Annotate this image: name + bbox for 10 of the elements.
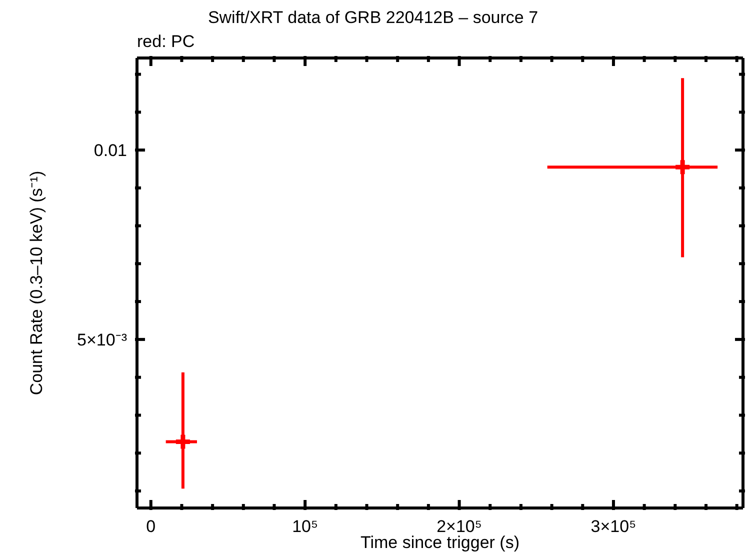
x-tick-label: 10⁵ bbox=[292, 517, 318, 536]
y-tick-label: 5×10⁻³ bbox=[77, 330, 128, 350]
y-axis-title: Count Rate (0.3–10 keV) (s⁻¹) bbox=[27, 170, 46, 396]
x-tick-label: 3×10⁵ bbox=[590, 517, 636, 536]
chart-title: Swift/XRT data of GRB 220412B – source 7 bbox=[206, 8, 540, 28]
x-tick-label: 0 bbox=[146, 517, 156, 536]
chart-subtitle: red: PC bbox=[137, 32, 195, 52]
x-axis-title: Time since trigger (s) bbox=[360, 533, 520, 552]
y-tick-label: 0.01 bbox=[94, 141, 127, 160]
x-tick-label: 2×10⁵ bbox=[436, 517, 482, 536]
